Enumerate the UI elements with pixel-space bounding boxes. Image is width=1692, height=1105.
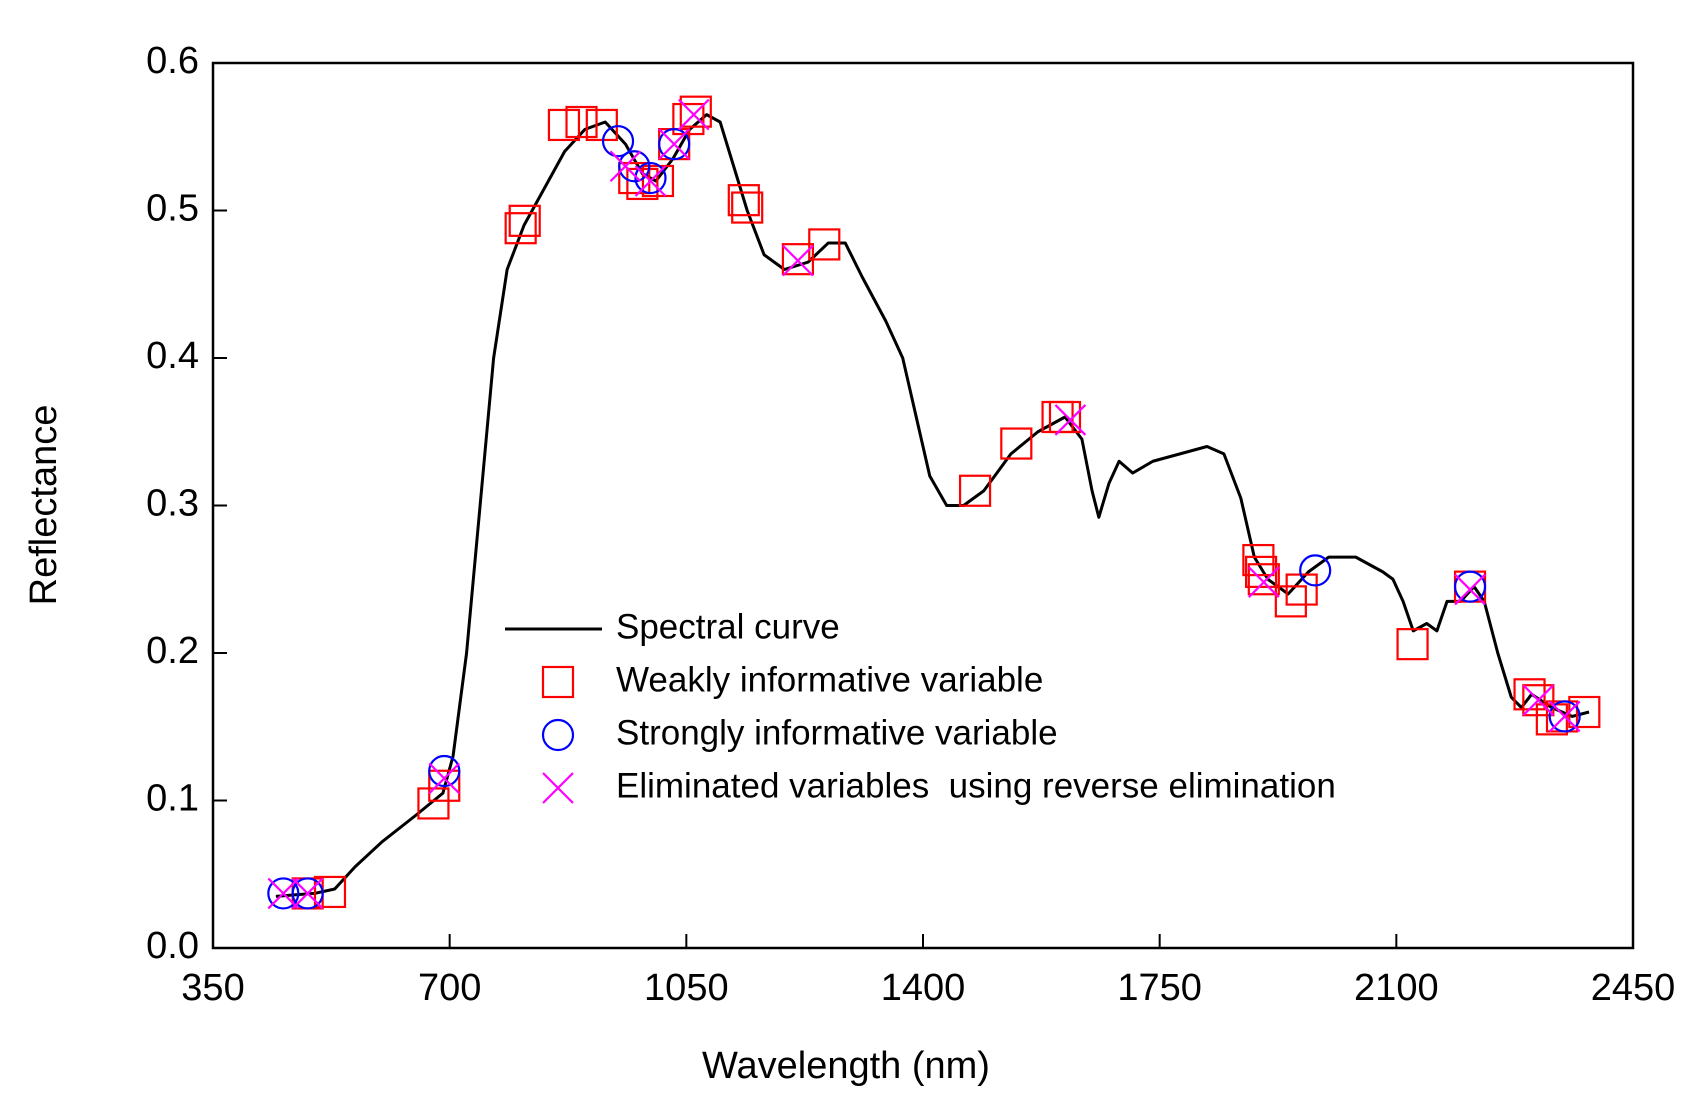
- cross-marker: [1054, 404, 1087, 436]
- square-marker: [1244, 555, 1278, 588]
- square-marker: [1274, 585, 1307, 618]
- square-marker: [504, 212, 537, 245]
- square-marker: [1247, 563, 1280, 596]
- square-marker: [1048, 400, 1082, 434]
- square-marker: [958, 474, 992, 507]
- circle-marker: [1548, 700, 1581, 733]
- x-axis-label: Wavelength (nm): [702, 1045, 990, 1087]
- square-marker: [1396, 628, 1429, 661]
- square-marker: [1242, 543, 1275, 577]
- cross-marker: [428, 762, 461, 795]
- circle-marker: [428, 754, 461, 788]
- x-tick-label: 2450: [1591, 967, 1676, 1009]
- x-tick-label: 2100: [1354, 967, 1439, 1009]
- cross-marker: [267, 877, 300, 910]
- y-tick-label: 0.2: [146, 630, 199, 672]
- square-marker: [731, 191, 764, 224]
- legend-label: Eliminated variables using reverse elimi…: [616, 766, 1336, 805]
- y-tick-label: 0.4: [146, 335, 199, 377]
- y-tick-label: 0.0: [146, 925, 199, 967]
- square-marker: [1000, 427, 1033, 460]
- cross-marker: [1454, 573, 1486, 606]
- cross-marker: [1522, 684, 1555, 716]
- cross-marker: [1548, 700, 1581, 733]
- y-tick-label: 0.3: [146, 483, 199, 525]
- square-marker: [508, 204, 541, 237]
- y-tick-label: 0.5: [146, 188, 199, 230]
- legend-label: Strongly informative variable: [616, 713, 1058, 752]
- circle-marker: [634, 161, 667, 195]
- cross-marker: [609, 150, 642, 183]
- x-tick-label: 700: [418, 967, 481, 1009]
- cross-marker: [782, 244, 814, 277]
- x-tick-label: 1050: [644, 967, 729, 1009]
- square-marker: [1522, 684, 1555, 717]
- legend-marker: [541, 718, 575, 752]
- cross-marker: [658, 128, 690, 160]
- y-tick-label: 0.1: [146, 778, 199, 820]
- circle-marker: [618, 150, 651, 183]
- square-marker: [313, 875, 347, 909]
- cross-marker: [677, 98, 710, 131]
- circle-marker: [267, 877, 300, 910]
- square-marker: [618, 161, 651, 195]
- circle-marker: [1453, 570, 1487, 603]
- legend-marker: [541, 665, 575, 699]
- cross-marker: [634, 165, 667, 197]
- square-marker: [547, 108, 581, 142]
- legend-label: Weakly informative variable: [616, 660, 1043, 699]
- circle-marker: [601, 125, 635, 158]
- plot-frame: [211, 61, 1635, 950]
- x-tick-label: 350: [181, 967, 244, 1009]
- circle-marker: [291, 877, 324, 910]
- square-marker: [679, 95, 712, 128]
- cross-marker: [1248, 566, 1280, 598]
- x-tick-label: 1750: [1117, 967, 1202, 1009]
- legend-label: Spectral curve: [616, 607, 840, 646]
- circle-marker: [658, 128, 691, 161]
- square-marker: [727, 184, 760, 217]
- legend-marker: [542, 772, 574, 804]
- square-marker: [808, 228, 841, 261]
- square-marker: [428, 769, 461, 802]
- y-axis-label: Reflectance: [23, 405, 65, 606]
- square-marker: [672, 102, 705, 136]
- circle-marker: [1299, 554, 1332, 587]
- square-marker: [565, 105, 598, 139]
- square-marker: [585, 108, 618, 142]
- x-tick-label: 1400: [881, 967, 966, 1009]
- cross-marker: [291, 877, 324, 910]
- y-tick-label: 0.6: [146, 40, 199, 82]
